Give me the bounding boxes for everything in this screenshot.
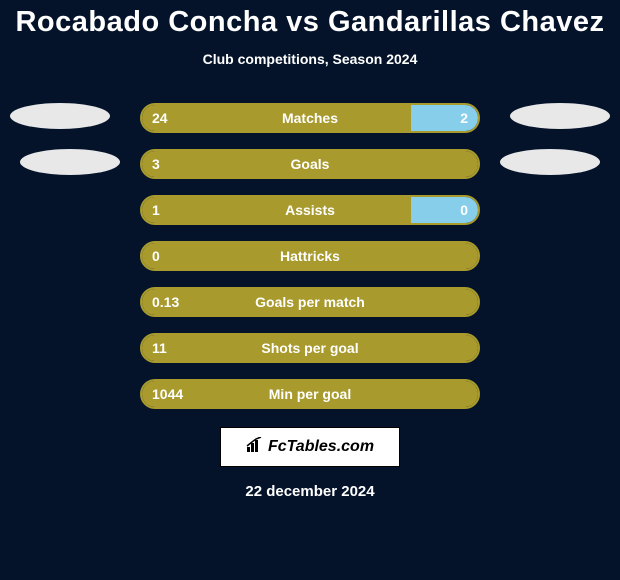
stat-label: Min per goal [140,379,480,409]
stat-row: 1044Min per goal [0,379,620,409]
source-logo: FcTables.com [220,427,400,467]
stat-row: 0.13Goals per match [0,287,620,317]
comparison-card: Rocabado Concha vs Gandarillas Chavez Cl… [0,0,620,580]
stat-label: Assists [140,195,480,225]
logo-text: FcTables.com [268,438,374,456]
stat-label: Matches [140,103,480,133]
stat-label: Goals per match [140,287,480,317]
stat-row: 3Goals [0,149,620,179]
date-label: 22 december 2024 [0,483,620,500]
stat-label: Goals [140,149,480,179]
stat-row: 242Matches [0,103,620,133]
chart-icon [246,437,264,458]
page-title: Rocabado Concha vs Gandarillas Chavez [0,6,620,39]
stat-row: 10Assists [0,195,620,225]
stat-label: Shots per goal [140,333,480,363]
stats-area: 242Matches 3Goals 10Assists 0Hattricks 0.13G… [0,103,620,409]
stat-row: 0Hattricks [0,241,620,271]
stat-row: 11Shots per goal [0,333,620,363]
subtitle: Club competitions, Season 2024 [0,51,620,67]
stat-label: Hattricks [140,241,480,271]
